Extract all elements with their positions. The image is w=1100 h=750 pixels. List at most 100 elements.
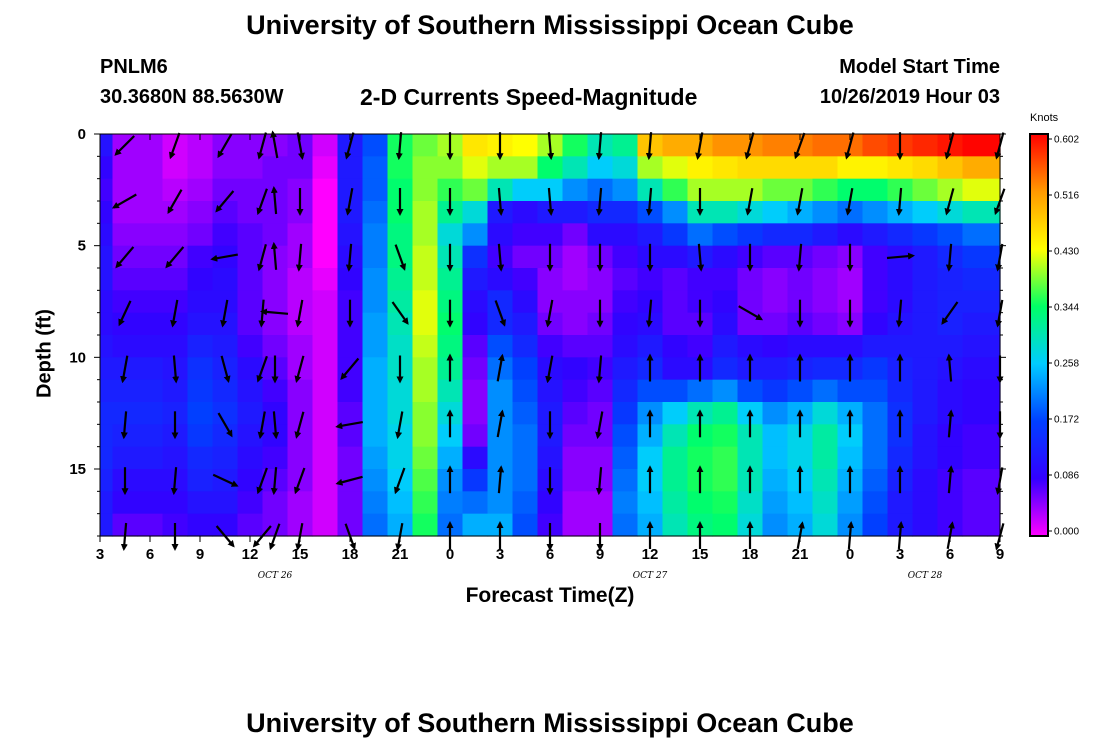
heatmap-cell: [612, 469, 639, 492]
heatmap-cell: [762, 178, 789, 202]
heatmap-cell: [662, 134, 689, 157]
current-vector-arrow: [212, 473, 239, 487]
heatmap-cell: [100, 513, 114, 537]
heatmap-cell: [312, 312, 339, 336]
heatmap-cell: [912, 335, 939, 358]
heatmap-cell: [662, 178, 689, 202]
heatmap-cell: [412, 379, 439, 403]
heatmap-cell: [862, 446, 889, 470]
heatmap-cell: [312, 357, 339, 381]
heatmap-cell: [637, 156, 664, 180]
heatmap-cell: [362, 335, 389, 358]
heatmap-cell: [137, 335, 164, 358]
heatmap-cell: [962, 424, 989, 448]
current-vector-arrow: [745, 188, 754, 216]
current-vector-arrow: [947, 465, 955, 494]
heatmap-cell: [487, 424, 514, 448]
current-vector-arrow: [944, 132, 955, 160]
heatmap-cell: [387, 268, 414, 291]
heatmap-cell: [100, 245, 114, 269]
heatmap-cell: [237, 290, 264, 314]
heatmap-cell: [162, 156, 189, 180]
heatmap-cell: [937, 268, 964, 291]
heatmap-cell: [100, 335, 114, 358]
heatmap-cell: [312, 379, 339, 403]
heatmap-cell: [787, 335, 814, 358]
heatmap-cell: [737, 335, 764, 358]
colorbar-units-label: Knots: [1030, 112, 1059, 124]
x-tick-label: 15: [292, 546, 309, 563]
heatmap-cell: [962, 402, 989, 425]
heatmap-cell: [462, 335, 489, 358]
heatmap-cell: [362, 424, 389, 448]
heatmap-cell: [137, 491, 164, 515]
heatmap-cell: [712, 379, 739, 403]
heatmap-cell: [237, 402, 264, 425]
current-vector-arrow: [260, 308, 289, 316]
heatmap-cell: [362, 357, 389, 381]
heatmap-cell: [937, 312, 964, 336]
current-vector-arrow: [114, 135, 135, 156]
heatmap-cell: [437, 335, 464, 358]
heatmap-cell: [712, 268, 739, 291]
heatmap-cell: [237, 491, 264, 515]
heatmap-cell: [512, 379, 539, 403]
heatmap-cell: [187, 335, 214, 358]
current-vector-arrow: [886, 252, 915, 260]
heatmap-cell: [962, 134, 989, 157]
heatmap-cell: [962, 268, 989, 291]
heatmap-cell: [512, 424, 539, 448]
heatmap-cell: [612, 335, 639, 358]
heatmap-cell: [687, 446, 714, 470]
current-vector-arrow: [272, 411, 280, 440]
heatmap-cell: [512, 446, 539, 470]
heatmap-cell: [812, 178, 839, 202]
heatmap-cell: [312, 469, 339, 492]
heatmap-cell: [362, 201, 389, 224]
heatmap-cell: [212, 424, 239, 448]
heatmap-cell: [712, 469, 739, 492]
current-vector-arrow: [170, 467, 178, 496]
heatmap-cell: [112, 223, 139, 247]
colorbar-tick-label: 0.086: [1054, 471, 1079, 482]
heatmap-cell: [862, 268, 889, 291]
heatmap-cell: [812, 134, 839, 157]
heatmap-cell: [737, 178, 764, 202]
current-vector-arrow: [215, 190, 235, 213]
colorbar-tick-label: 0.430: [1054, 247, 1079, 258]
heatmap-cell: [662, 268, 689, 291]
heatmap-cell: [612, 290, 639, 314]
heatmap-cell: [837, 379, 864, 403]
heatmap-cell: [287, 513, 314, 537]
heatmap-cell: [962, 357, 989, 381]
heatmap-cell: [787, 178, 814, 202]
y-tick-label: 5: [78, 238, 86, 255]
heatmap-cell: [987, 290, 1001, 314]
current-vector-arrow: [270, 241, 278, 270]
current-vector-arrow: [118, 300, 132, 327]
current-vector-arrow: [120, 411, 128, 440]
heatmap-cell: [412, 178, 439, 202]
heatmap-cell: [612, 491, 639, 515]
x-tick-label: 21: [392, 546, 409, 563]
colorbar-tick-label: 0.516: [1054, 191, 1079, 202]
heatmap-cell: [512, 491, 539, 515]
x-tick-label: 6: [146, 546, 154, 563]
heatmap-cell: [262, 513, 289, 537]
heatmap-cell: [912, 357, 939, 381]
heatmap-cell: [837, 335, 864, 358]
heatmap-cell: [562, 201, 589, 224]
heatmap-cell: [137, 469, 164, 492]
heatmap-cell: [562, 513, 589, 537]
current-vector-arrow: [744, 132, 755, 160]
heatmap-cell: [537, 491, 564, 515]
heatmap-cell: [262, 156, 289, 180]
heatmap-cell: [987, 379, 1001, 403]
heatmap-cell: [112, 312, 139, 336]
heatmap-cell: [362, 402, 389, 425]
current-vector-arrow: [167, 189, 183, 215]
heatmap-cell: [737, 268, 764, 291]
heatmap-cell: [712, 245, 739, 269]
heatmap-cell: [912, 469, 939, 492]
heatmap-cell: [162, 290, 189, 314]
